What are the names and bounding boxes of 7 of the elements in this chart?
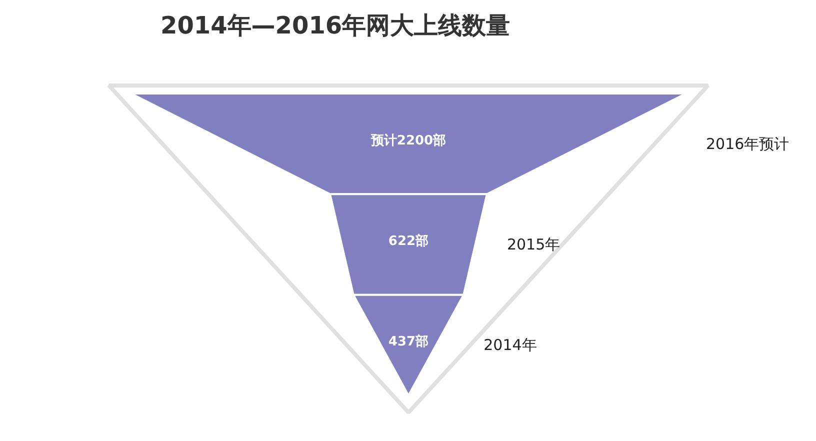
- category-label: 2016年预计: [706, 134, 790, 153]
- category-label: 2015年: [506, 236, 560, 254]
- data-label: 预计2200部: [370, 132, 446, 148]
- data-label: 622部: [388, 233, 429, 249]
- category-label: 2014年: [484, 336, 537, 354]
- text: 2014年—2016年网大上线数量: [160, 12, 510, 40]
- data-label: 437部: [388, 334, 429, 350]
